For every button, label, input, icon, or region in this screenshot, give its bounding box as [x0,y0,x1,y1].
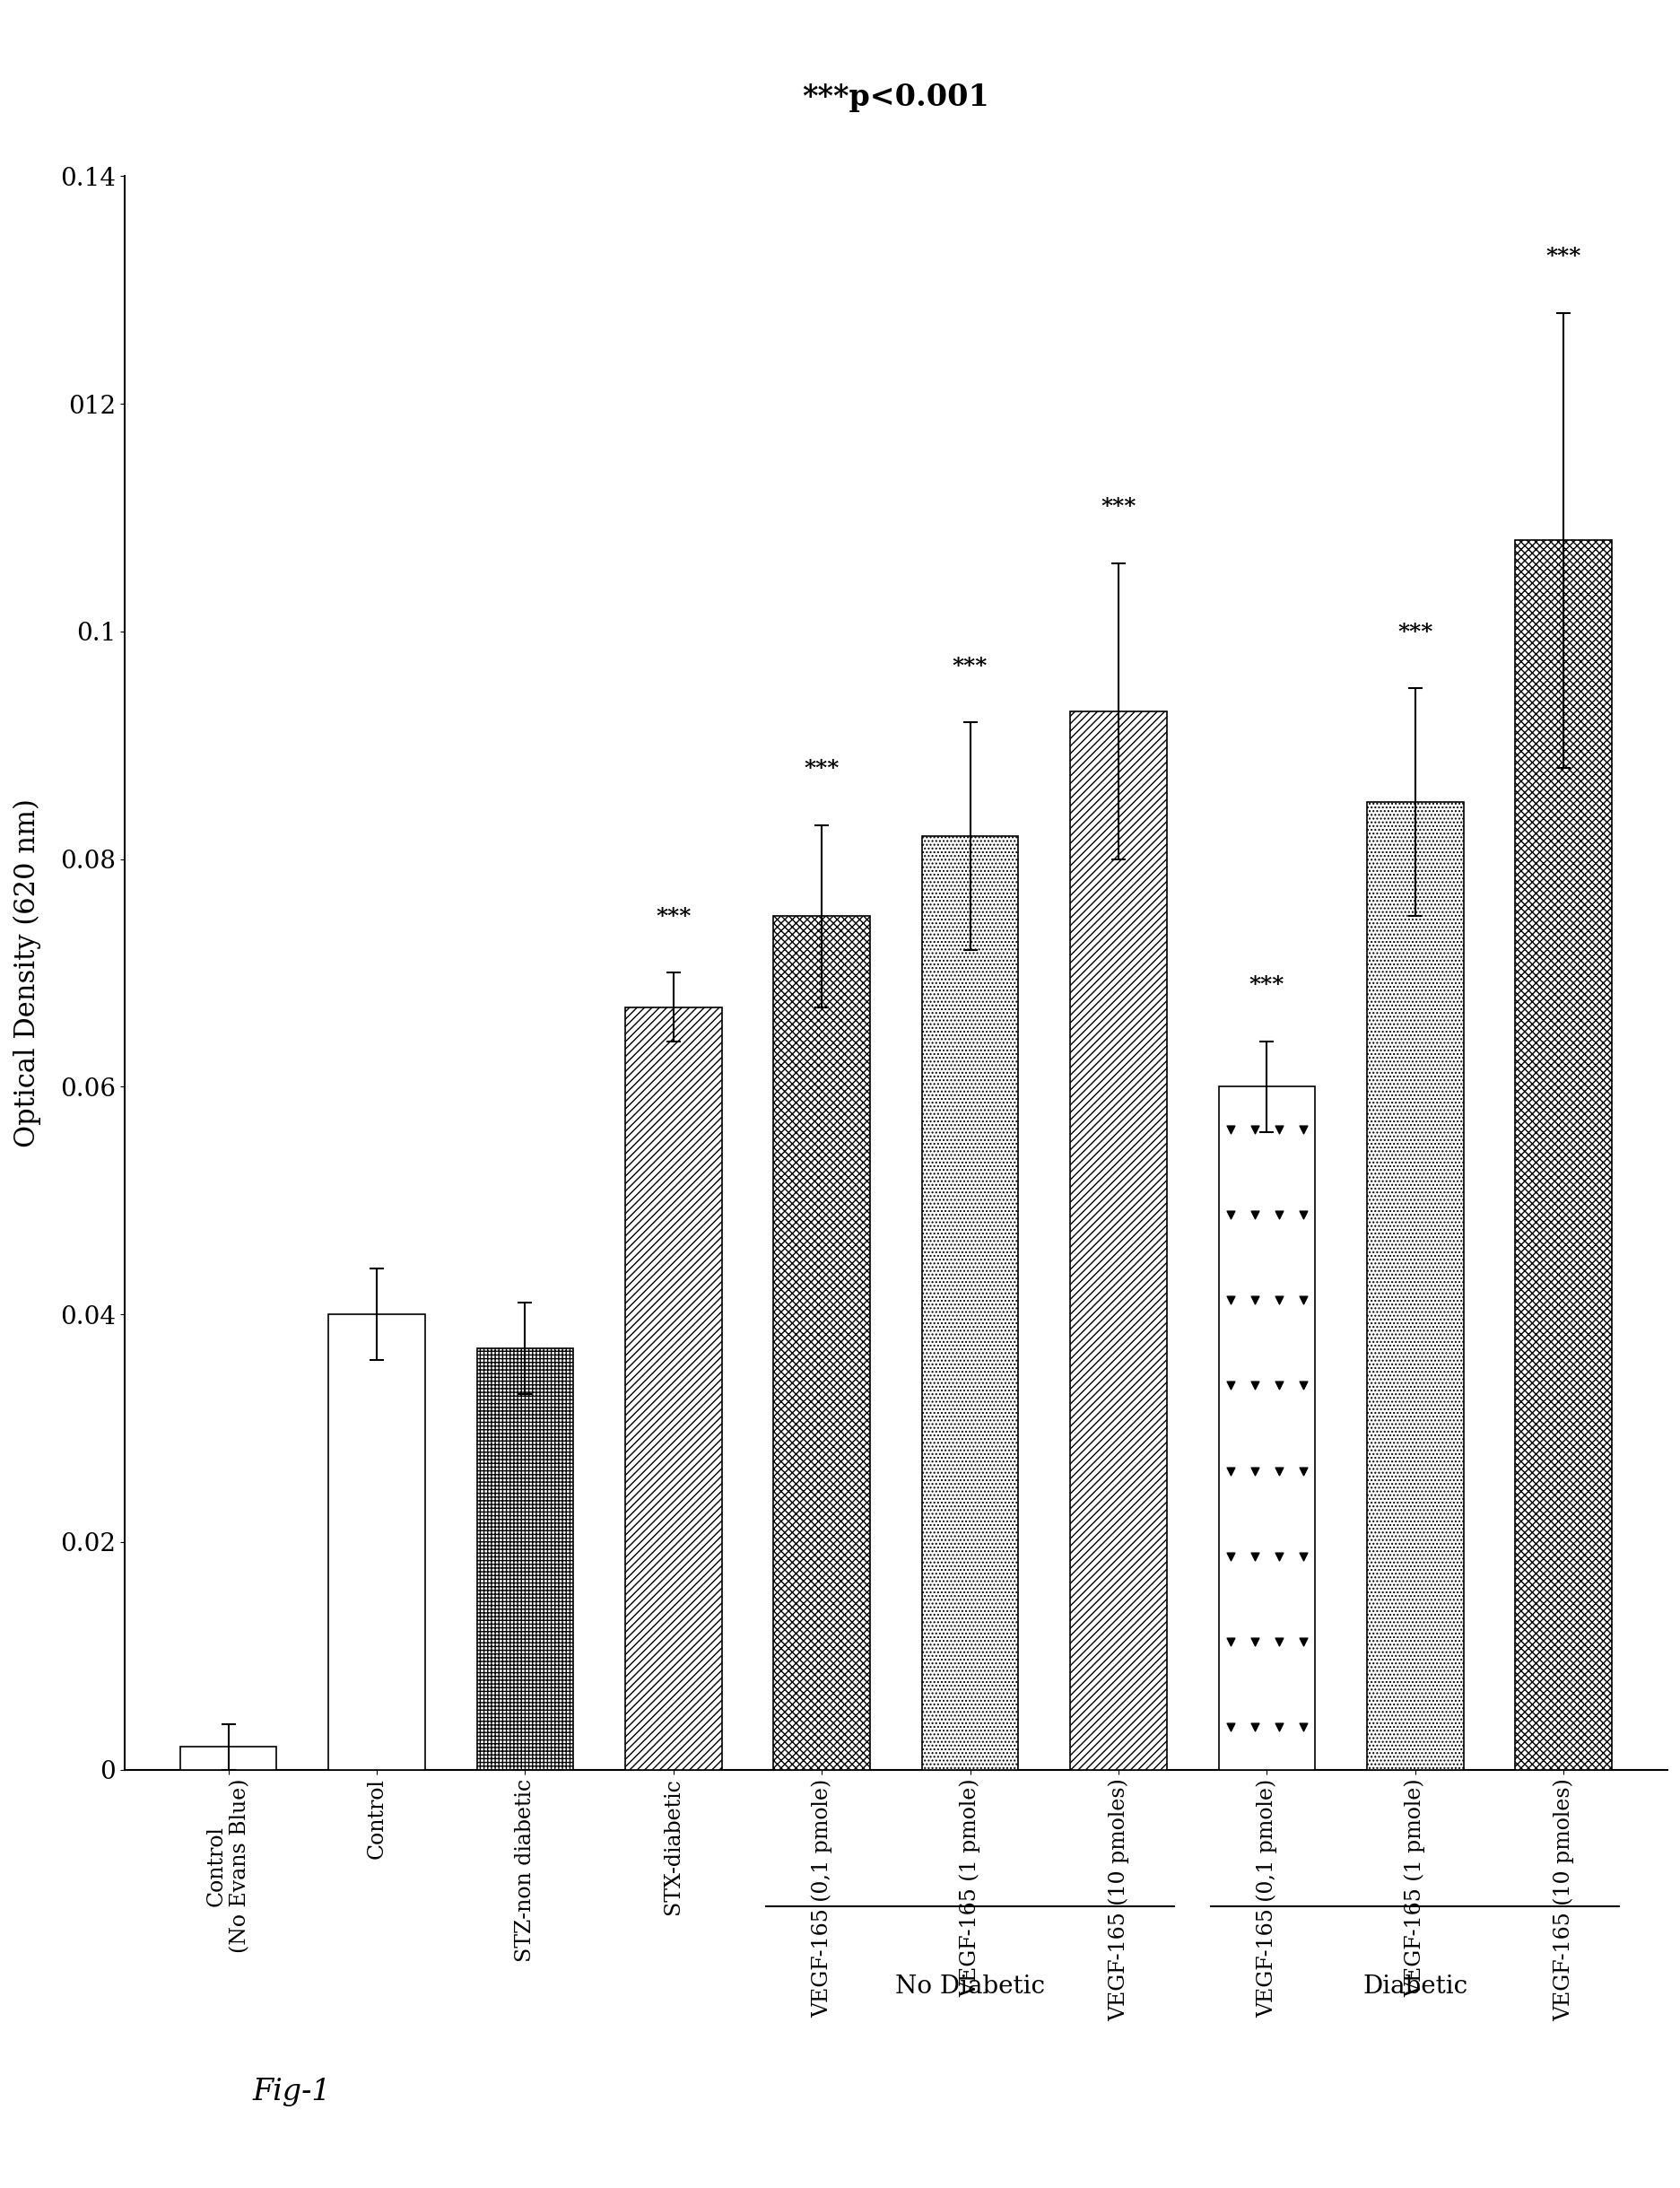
Text: Diabetic: Diabetic [1362,1974,1467,2000]
Point [1216,1368,1243,1403]
Bar [477,1348,573,1770]
Bar [1366,803,1463,1770]
Bar [180,1746,277,1770]
Bar [625,1006,721,1770]
Point [1242,1538,1268,1573]
Point [1265,1709,1292,1744]
Point [1265,1197,1292,1232]
Text: ***: *** [1396,621,1431,643]
Bar [1515,540,1611,1770]
Point [1216,1197,1243,1232]
Point [1289,1197,1315,1232]
Point [1265,1623,1292,1659]
Point [1216,1453,1243,1488]
Point [1289,1538,1315,1573]
Point [1242,1368,1268,1403]
Point [1289,1453,1315,1488]
Point [1242,1453,1268,1488]
Point [1289,1282,1315,1317]
Bar [328,1315,425,1770]
Point [1216,1709,1243,1744]
Point [1289,1623,1315,1659]
Text: ***: *** [1546,245,1581,267]
Bar [921,836,1018,1770]
Point [1242,1709,1268,1744]
Point [1289,1368,1315,1403]
Point [1289,1709,1315,1744]
Text: ***: *** [655,906,690,928]
Text: ***: *** [803,757,838,779]
Point [1265,1368,1292,1403]
Text: ***: *** [1248,974,1284,996]
Bar [1070,711,1166,1770]
Point [1216,1282,1243,1317]
Text: Fig-1: Fig-1 [252,2079,331,2107]
Point [1242,1197,1268,1232]
Point [1265,1282,1292,1317]
Point [1216,1538,1243,1573]
Point [1216,1112,1243,1147]
Point [1265,1453,1292,1488]
Point [1216,1623,1243,1659]
Bar [773,917,870,1770]
Bar [1218,1087,1314,1770]
Text: No Diabetic: No Diabetic [895,1974,1045,2000]
Point [1265,1538,1292,1573]
Point [1289,1112,1315,1147]
Point [1265,1112,1292,1147]
Text: ***p<0.001: ***p<0.001 [801,83,990,112]
Text: ***: *** [953,656,988,676]
Point [1242,1112,1268,1147]
Point [1242,1282,1268,1317]
Point [1242,1623,1268,1659]
Y-axis label: Optical Density (620 nm): Optical Density (620 nm) [13,799,42,1147]
Text: ***: *** [1100,497,1136,519]
